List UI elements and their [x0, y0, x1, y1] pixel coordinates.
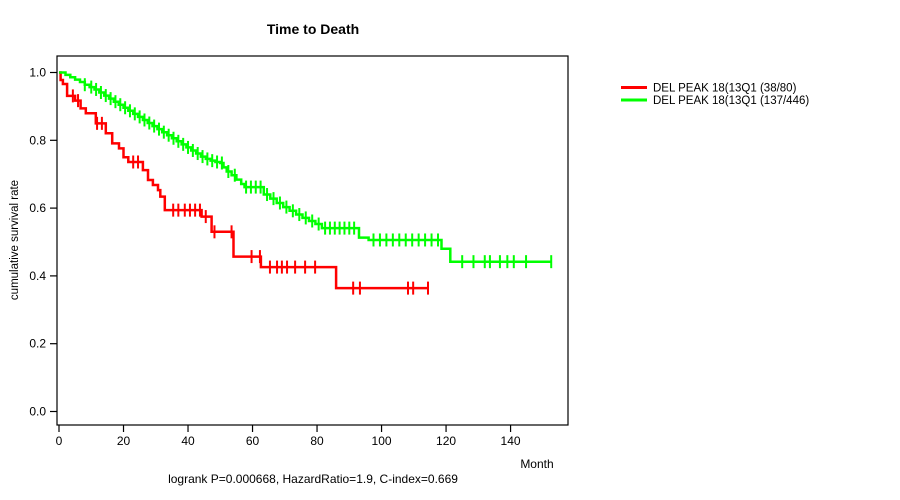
- censor-ticks-green: [83, 78, 553, 269]
- x-tick-label: 40: [181, 434, 195, 448]
- y-axis-title: cumulative survival rate: [9, 180, 21, 300]
- x-tick-label: 140: [501, 434, 521, 448]
- y-tick-label: 0.0: [29, 405, 46, 419]
- x-axis-title: Month: [520, 457, 553, 471]
- y-tick-label: 0.2: [29, 337, 46, 351]
- legend-label-red: DEL PEAK 18(13Q1 (38/80): [653, 83, 797, 95]
- x-tick-label: 100: [372, 434, 392, 448]
- y-tick-label: 0.6: [29, 201, 46, 215]
- stats-subtitle: logrank P=0.000668, HazardRatio=1.9, C-i…: [168, 472, 458, 486]
- x-axis: 0 20 40 60 80 100 120 140: [56, 425, 521, 448]
- y-tick-label: 0.4: [29, 269, 46, 283]
- plot-box: [56, 55, 569, 426]
- x-tick-label: 0: [56, 434, 63, 448]
- legend: DEL PEAK 18(13Q1 (38/80) DEL PEAK 18(13Q…: [621, 83, 809, 107]
- y-tick-label: 1.0: [29, 66, 46, 80]
- x-tick-label: 60: [246, 434, 260, 448]
- x-tick-label: 80: [310, 434, 324, 448]
- survival-curve-green: [59, 71, 552, 263]
- survival-curves-group: [59, 71, 553, 295]
- survival-curve-red: [59, 71, 429, 290]
- y-tick-label: 0.8: [29, 133, 46, 147]
- y-axis: 0.0 0.2 0.4 0.6 0.8 1.0: [29, 66, 57, 419]
- legend-label-green: DEL PEAK 18(13Q1 (137/446): [653, 95, 809, 107]
- censor-ticks-red: [71, 89, 429, 295]
- x-tick-label: 20: [117, 434, 131, 448]
- x-tick-label: 120: [436, 434, 456, 448]
- chart-title: Time to Death: [267, 21, 359, 37]
